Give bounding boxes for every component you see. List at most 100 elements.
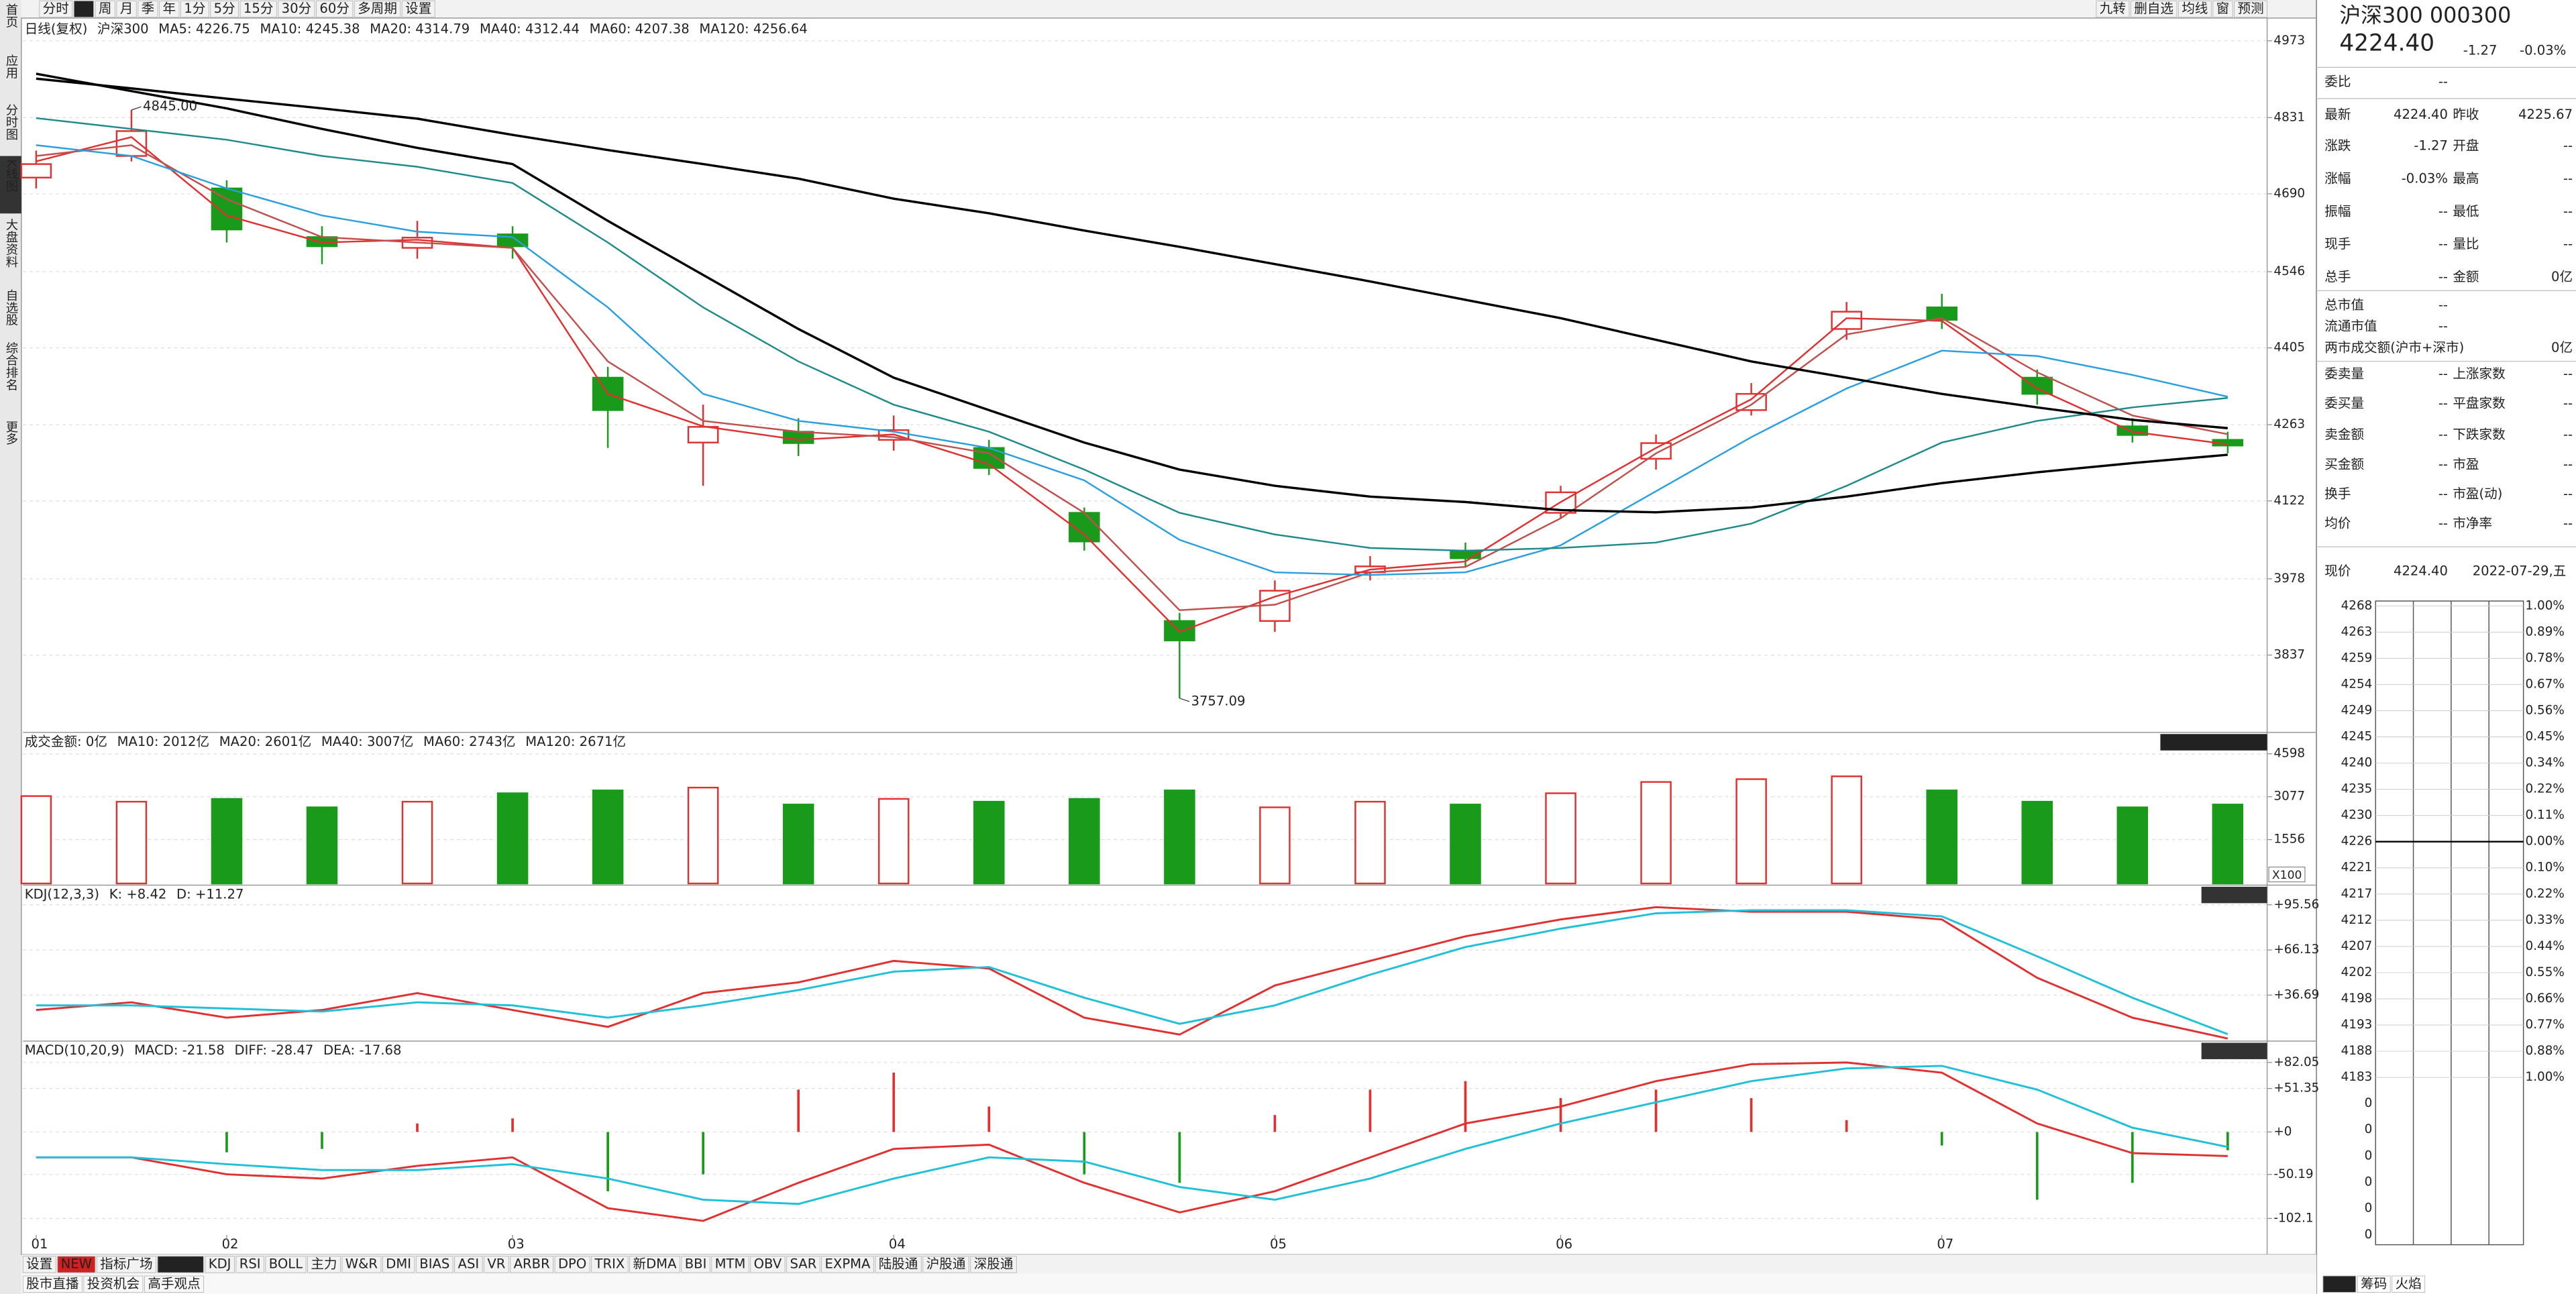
- tool-tab[interactable]: 窗: [2216, 1, 2230, 16]
- indicator-tab-box[interactable]: [157, 1256, 204, 1273]
- period-tab[interactable]: 1分: [184, 1, 205, 16]
- indicator-tab-box[interactable]: [454, 1256, 483, 1273]
- bottom-tab-box[interactable]: [144, 1275, 205, 1293]
- tool-tab-box[interactable]: [2178, 0, 2212, 18]
- indicator-tab-box[interactable]: [591, 1256, 629, 1273]
- indicator-tab-box[interactable]: [875, 1256, 922, 1273]
- indicator-tab-box[interactable]: [205, 1256, 235, 1273]
- period-tab[interactable]: 60分: [319, 1, 350, 16]
- selector-box[interactable]: [2201, 1042, 2267, 1059]
- indicator-tab[interactable]: 新DMA: [633, 1256, 678, 1271]
- sidebar-item[interactable]: K线图: [4, 159, 18, 192]
- indicator-tab[interactable]: ARBR: [514, 1256, 550, 1271]
- indicator-tab-box[interactable]: [970, 1256, 1017, 1273]
- period-tab-box[interactable]: [401, 0, 435, 18]
- indicator-tab[interactable]: 指标广场: [100, 1256, 152, 1271]
- indicator-tab-box[interactable]: [484, 1256, 509, 1273]
- period-tab-box[interactable]: [239, 0, 277, 18]
- indicator-tab[interactable]: 陆股通: [879, 1256, 918, 1271]
- bottom-tab[interactable]: 投资机会: [87, 1276, 140, 1291]
- period-tab[interactable]: 年: [162, 1, 176, 16]
- indicator-tab-box[interactable]: [750, 1256, 786, 1273]
- indicator-tab-box[interactable]: [265, 1256, 307, 1273]
- side-tab[interactable]: 火焰: [2396, 1276, 2422, 1291]
- indicator-tab[interactable]: ASI: [458, 1256, 480, 1271]
- bottom-tab[interactable]: 股市直播: [26, 1276, 79, 1291]
- indicator-tab-box[interactable]: [415, 1256, 453, 1273]
- period-tab-box[interactable]: [73, 0, 95, 18]
- indicator-tab[interactable]: KDJ: [209, 1256, 231, 1271]
- period-tab-box[interactable]: [354, 0, 401, 18]
- indicator-tab-box[interactable]: [510, 1256, 554, 1273]
- indicator-tab[interactable]: SAR: [790, 1256, 817, 1271]
- period-tab[interactable]: 季: [142, 1, 155, 16]
- period-tab-box[interactable]: [39, 0, 73, 18]
- indicator-tab[interactable]: 主力: [311, 1256, 337, 1271]
- indicator-tab[interactable]: MACD: [161, 1256, 201, 1271]
- sidebar-item[interactable]: 首页: [4, 3, 18, 28]
- side-tab-box[interactable]: [2357, 1275, 2391, 1293]
- bottom-tab-box[interactable]: [22, 1275, 83, 1293]
- indicator-tab[interactable]: MTM: [715, 1256, 746, 1271]
- period-tab[interactable]: 周: [99, 1, 112, 16]
- indicator-tab-box[interactable]: [57, 1256, 96, 1273]
- indicator-tab-box[interactable]: [786, 1256, 820, 1273]
- period-tab-box[interactable]: [95, 0, 115, 18]
- period-tab[interactable]: 30分: [282, 1, 312, 16]
- tool-tab-box[interactable]: [2130, 0, 2178, 18]
- indicator-tab-box[interactable]: [96, 1256, 156, 1273]
- indicator-tab[interactable]: RSI: [239, 1256, 261, 1271]
- indicator-tab-box[interactable]: [382, 1256, 415, 1273]
- indicator-tab[interactable]: BIAS: [419, 1256, 449, 1271]
- side-tab[interactable]: 筹码: [2361, 1276, 2387, 1291]
- tool-tab-box[interactable]: [2096, 0, 2130, 18]
- indicator-tab[interactable]: 设置: [26, 1256, 52, 1271]
- indicator-tab-box[interactable]: [554, 1256, 590, 1273]
- indicator-tab[interactable]: BOLL: [269, 1256, 303, 1271]
- sidebar-item[interactable]: 自选股: [4, 289, 18, 326]
- indicator-tab[interactable]: NEW: [61, 1256, 92, 1271]
- tool-tab[interactable]: 均线: [2182, 1, 2208, 16]
- indicator-tab[interactable]: OBV: [754, 1256, 782, 1271]
- indicator-tab[interactable]: TRIX: [594, 1256, 625, 1271]
- selector-box[interactable]: [2160, 734, 2267, 751]
- period-tab-box[interactable]: [138, 0, 158, 18]
- indicator-tab-box[interactable]: [341, 1256, 382, 1273]
- indicator-tab[interactable]: EXPMA: [825, 1256, 871, 1271]
- indicator-tab[interactable]: DMI: [386, 1256, 411, 1271]
- indicator-tab-box[interactable]: [922, 1256, 969, 1273]
- tool-tab-box[interactable]: [2234, 0, 2268, 18]
- sidebar-item[interactable]: 更多: [4, 421, 18, 445]
- period-tab-box[interactable]: [278, 0, 315, 18]
- period-tab[interactable]: 日: [77, 1, 91, 16]
- period-tab[interactable]: 月: [120, 1, 133, 16]
- indicator-tab-box[interactable]: [629, 1256, 680, 1273]
- sidebar-item[interactable]: 应用: [4, 54, 18, 79]
- tool-tab[interactable]: 九转: [2100, 1, 2126, 16]
- volume-selector[interactable]: 金额: [2202, 734, 2229, 749]
- period-tab-box[interactable]: [180, 0, 209, 18]
- indicator-tab-box[interactable]: [681, 1256, 710, 1273]
- indicator-tab[interactable]: VR: [487, 1256, 505, 1271]
- period-tab-box[interactable]: [116, 0, 137, 18]
- period-tab[interactable]: 设置: [405, 1, 431, 16]
- sidebar-item[interactable]: 大盘资料: [4, 219, 18, 268]
- indicator-tab-box[interactable]: [307, 1256, 341, 1273]
- indicator-tab-box[interactable]: [235, 1256, 264, 1273]
- side-tab-box[interactable]: [2392, 1275, 2426, 1293]
- indicator-tab-box[interactable]: [821, 1256, 874, 1273]
- period-tab[interactable]: 多周期: [358, 1, 397, 16]
- indicator-tab[interactable]: W&R: [345, 1256, 378, 1271]
- indicator-tab-box[interactable]: [22, 1256, 56, 1273]
- sidebar-item[interactable]: 综合排名: [4, 341, 18, 390]
- side-tab[interactable]: 分时: [2326, 1276, 2353, 1291]
- selector-box[interactable]: [2201, 886, 2267, 904]
- bottom-tab[interactable]: 高手观点: [148, 1276, 200, 1291]
- period-tab-box[interactable]: [316, 0, 354, 18]
- bottom-tab-box[interactable]: [83, 1275, 144, 1293]
- tool-tab[interactable]: 删自选: [2134, 1, 2174, 16]
- sidebar-item[interactable]: 分时图: [4, 103, 18, 140]
- side-tab-box[interactable]: [2322, 1275, 2357, 1293]
- indicator-tab[interactable]: 沪股通: [926, 1256, 966, 1271]
- tool-tab-box[interactable]: [2212, 0, 2233, 18]
